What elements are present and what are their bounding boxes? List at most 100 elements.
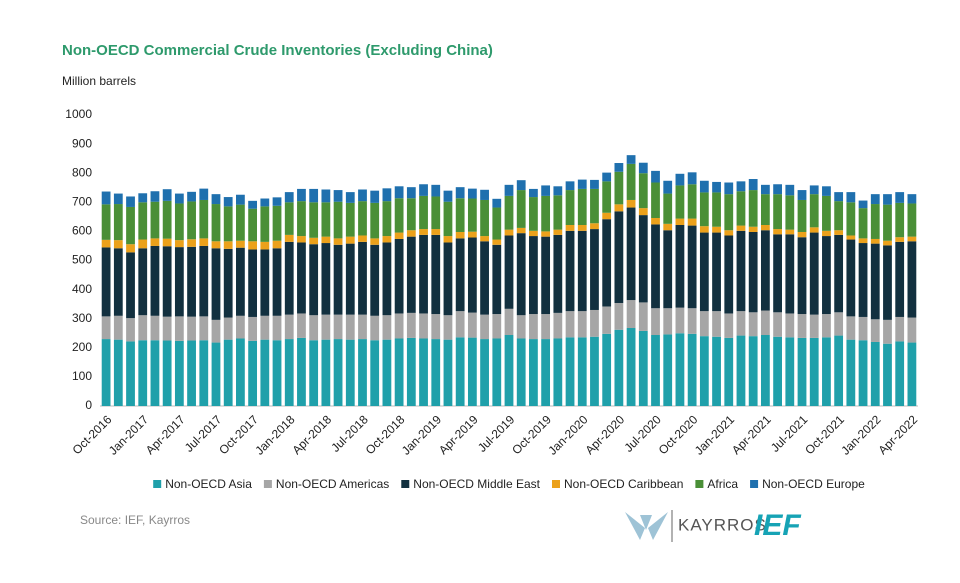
bar-segment: [577, 179, 587, 189]
bar-segment: [553, 195, 563, 230]
bar-segment: [651, 182, 660, 219]
bar-segment: [321, 236, 331, 244]
bar-segment: [309, 237, 319, 245]
bar-segment: [455, 337, 465, 406]
bar-segment: [284, 234, 294, 242]
bar-segment: [822, 337, 831, 406]
bar-segment: [834, 335, 844, 406]
bar-segment: [699, 180, 709, 193]
bar-segment: [675, 173, 685, 186]
bar-segment: [785, 195, 795, 230]
bar-segment: [724, 230, 734, 236]
bar-segment: [663, 308, 673, 335]
bar-segment: [785, 234, 795, 314]
x-tick-label: Jan-2022: [838, 412, 884, 458]
bar-segment: [809, 227, 819, 233]
bar-segment: [126, 341, 135, 406]
bar-segment: [712, 226, 721, 233]
bar-segment: [541, 314, 551, 340]
bar-segment: [834, 192, 844, 202]
bar-segment: [333, 339, 343, 406]
bar-segment: [504, 308, 514, 335]
bar-segment: [138, 248, 148, 316]
bar-segment: [174, 316, 184, 341]
bar-segment: [101, 339, 111, 406]
bar-segment: [370, 315, 380, 341]
bar-segment: [883, 204, 892, 241]
bar-segment: [516, 190, 526, 228]
bar-segment: [809, 337, 819, 406]
bar-segment: [248, 340, 258, 406]
bar-segment: [394, 232, 404, 239]
bar-segment: [223, 197, 233, 207]
bar-segment: [297, 236, 306, 243]
bar-segment: [248, 249, 258, 317]
bar-segment: [150, 315, 160, 341]
bar-segment: [358, 201, 367, 236]
bar-segment: [150, 238, 160, 246]
bar-segment: [370, 244, 380, 316]
bar-segment: [724, 337, 734, 406]
bar-segment: [492, 239, 502, 245]
bar-segment: [846, 202, 856, 236]
bar-segment: [699, 226, 709, 233]
bar-segment: [907, 203, 917, 237]
bar-segment: [431, 314, 441, 340]
bar-segment: [467, 237, 477, 313]
bar-segment: [467, 337, 477, 406]
x-tick-label: Jan-2017: [106, 412, 152, 458]
bar-segment: [760, 334, 770, 406]
bar-segment: [638, 208, 648, 216]
bar-segment: [455, 187, 465, 199]
y-tick-label: 600: [72, 224, 92, 238]
bar-segment: [406, 312, 416, 338]
bar-segment: [577, 337, 587, 406]
bar-segment: [211, 204, 221, 242]
bar-segment: [394, 338, 404, 406]
bar-segment: [504, 334, 514, 406]
bar-segment: [895, 341, 905, 406]
legend-swatch: [552, 480, 560, 488]
bar-segment: [345, 243, 355, 315]
bar-segment: [223, 206, 233, 242]
bar-segment: [431, 184, 441, 197]
bar-segment: [846, 192, 856, 203]
bar-segment: [284, 202, 294, 235]
bar-segment: [602, 306, 612, 334]
bar-segment: [895, 192, 905, 203]
bar-segment: [699, 336, 709, 406]
bar-segment: [162, 200, 172, 239]
bar-segment: [138, 315, 148, 341]
bar-segment: [504, 195, 514, 230]
bar-segment: [883, 319, 892, 344]
bar-segment: [504, 235, 514, 309]
logo-mark: [625, 512, 668, 540]
bar-segment: [113, 204, 123, 241]
bar-segment: [394, 313, 404, 339]
bar-segment: [541, 236, 551, 315]
bar-segment: [199, 340, 209, 406]
bar-segment: [467, 188, 477, 199]
y-tick-label: 1000: [65, 107, 92, 121]
bar-segment: [333, 201, 343, 239]
bar-segment: [199, 199, 209, 239]
bar-segment: [236, 338, 245, 406]
bar-segment: [187, 340, 196, 406]
bar-segment: [614, 211, 624, 303]
bar-segment: [284, 192, 294, 203]
bar-segment: [467, 231, 477, 238]
bar-segment: [162, 238, 172, 247]
legend-label: Non-OECD Americas: [276, 477, 389, 491]
bar-segment: [895, 237, 905, 242]
bar-segment: [565, 181, 575, 191]
bar-segment: [455, 198, 465, 232]
y-tick-label: 400: [72, 282, 92, 296]
bar-segment: [284, 314, 294, 340]
bar-segment: [736, 181, 746, 192]
bar-segment: [602, 219, 612, 307]
bar-segment: [797, 231, 807, 238]
bar-segment: [358, 189, 367, 202]
bar-segment: [101, 204, 111, 240]
bar-segment: [406, 230, 416, 237]
bar-segment: [260, 315, 270, 340]
